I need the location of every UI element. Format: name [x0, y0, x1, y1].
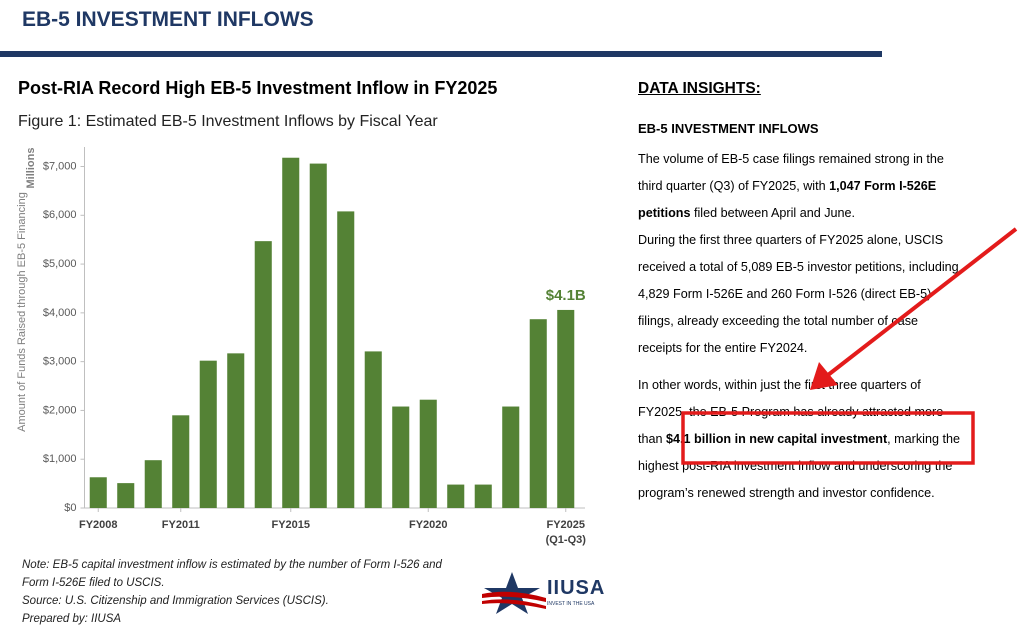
- header-rule: [0, 51, 882, 57]
- bar: [172, 415, 190, 508]
- data-label: $4.1B: [546, 287, 586, 304]
- logo-stripe: [482, 591, 546, 602]
- bar: [89, 477, 107, 508]
- bar: [199, 360, 217, 508]
- chart-title: Post-RIA Record High EB-5 Investment Inf…: [18, 78, 498, 98]
- bar: [254, 241, 272, 508]
- y-tick-label: $5,000: [43, 258, 77, 270]
- y-tick-label: $6,000: [43, 209, 77, 221]
- chart-subtitle: Figure 1: Estimated EB-5 Investment Infl…: [18, 113, 438, 130]
- x-tick-label: FY2008: [78, 519, 118, 531]
- note-line: Source: U.S. Citizenship and Immigration…: [22, 595, 329, 607]
- bar: [282, 157, 300, 509]
- bar: [337, 211, 355, 508]
- y-tick-label: $4,000: [43, 307, 77, 319]
- bar: [392, 406, 410, 508]
- bar: [557, 309, 575, 508]
- note-line: Note: EB-5 capital investment inflow is …: [22, 559, 442, 571]
- y-tick-label: $0: [64, 502, 76, 514]
- bar: [447, 484, 465, 508]
- y-tick-label: $1,000: [43, 453, 77, 465]
- header-title: EB-5 INVESTMENT INFLOWS: [22, 8, 314, 31]
- y-tick-label: $2,000: [43, 404, 77, 416]
- logo-mark: [482, 572, 546, 614]
- bar: [364, 351, 382, 508]
- bar: [117, 483, 135, 508]
- note-line: Form I-526E filed to USCIS.: [22, 577, 165, 589]
- insight-emphasis: $4.1 billion in new capital investment: [666, 432, 888, 446]
- y-tick-label: $7,000: [43, 160, 77, 172]
- logo-tagline: INVEST IN THE USA: [547, 601, 595, 607]
- bar: [529, 319, 547, 508]
- notes: Note: EB-5 capital investment inflow is …: [22, 556, 442, 628]
- y-axis-title: Amount of Funds Raised through EB-5 Fina…: [16, 192, 28, 432]
- y-tick-label: $3,000: [43, 356, 77, 368]
- bar: [419, 399, 437, 508]
- insight-text: During the first three quarters of FY202…: [638, 233, 959, 355]
- insight-emphasis: 1,047 Form I-526E petitions: [638, 179, 937, 220]
- logo-name: IIUSA: [547, 577, 606, 599]
- insights-title: DATA INSIGHTS:: [638, 80, 761, 97]
- insights-heading: EB-5 INVESTMENT INFLOWS: [638, 121, 819, 136]
- x-tick-label: FY2015: [271, 519, 311, 531]
- logo-stripe: [482, 599, 546, 609]
- bar: [474, 484, 492, 508]
- note-line: Prepared by: IIUSA: [22, 613, 122, 625]
- bar: [227, 353, 245, 508]
- bar: [309, 163, 327, 508]
- x-tick-label: FY2025 (Q1-Q3): [545, 519, 586, 546]
- bar: [502, 406, 520, 508]
- insights-body: The volume of EB-5 case filings remained…: [638, 146, 960, 507]
- insight-paragraph: The volume of EB-5 case filings remained…: [638, 146, 960, 227]
- insight-paragraph: In other words, within just the first th…: [638, 372, 960, 507]
- x-tick-label: FY2020: [408, 519, 448, 531]
- y-axis-unit: Millions: [25, 148, 37, 189]
- insight-text: The volume of EB-5 case filings remained…: [638, 152, 944, 193]
- insight-paragraph: During the first three quarters of FY202…: [638, 227, 960, 362]
- bar: [144, 460, 162, 508]
- insight-text: filed between April and June.: [690, 206, 856, 220]
- chart: Amount of Funds Raised through EB-5 Fina…: [16, 147, 586, 514]
- x-tick-label: FY2011: [161, 519, 200, 531]
